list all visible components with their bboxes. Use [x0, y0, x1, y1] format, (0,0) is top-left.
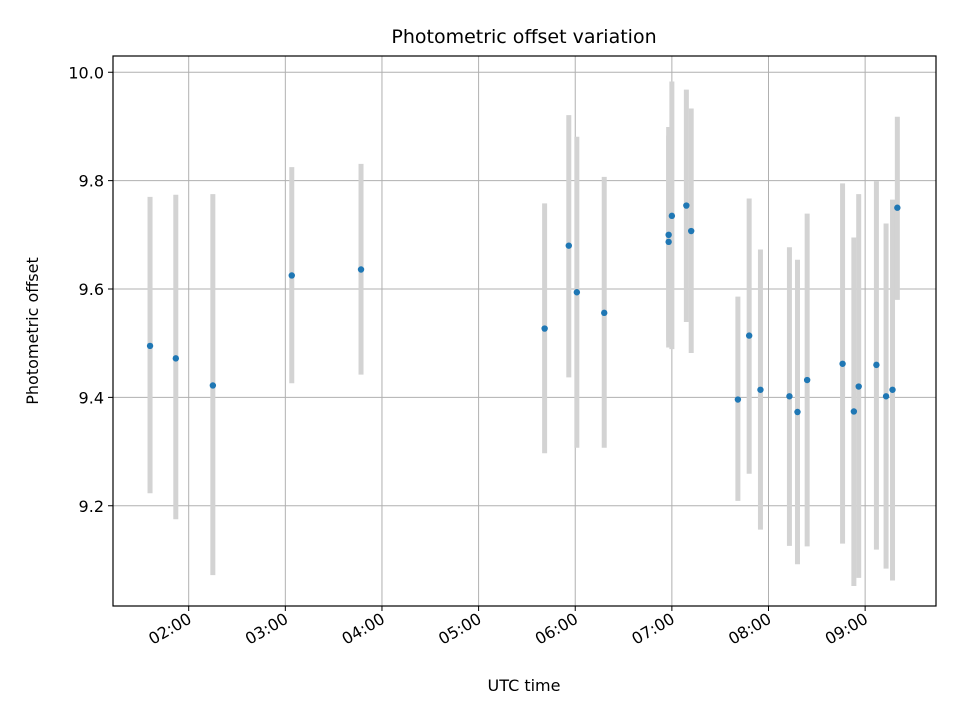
y-tick-label: 10.0 [68, 63, 104, 82]
data-point [172, 355, 180, 362]
data-point [573, 289, 581, 296]
data-point [803, 376, 811, 384]
y-axis-label: Photometric offset [23, 257, 42, 405]
data-point [794, 408, 801, 416]
data-point [288, 272, 295, 279]
data-point [894, 204, 901, 211]
data-point [357, 266, 365, 273]
data-point [850, 408, 858, 415]
data-point [683, 202, 690, 209]
data-point [839, 360, 846, 367]
data-point [668, 212, 676, 220]
data-point [734, 396, 742, 403]
data-points [146, 202, 901, 416]
data-point [786, 393, 793, 400]
y-axis-ticks: 9.2 9.4 9.6 9.8 10.0 [68, 63, 113, 516]
x-axis-label: UTC time [488, 676, 561, 695]
y-tick-label: 9.8 [79, 172, 104, 191]
plot-frame [112, 55, 937, 607]
data-point [565, 242, 572, 249]
y-tick-label: 9.2 [79, 497, 104, 516]
data-point [541, 325, 548, 332]
data-point [601, 309, 608, 317]
data-point [882, 393, 890, 400]
data-point [873, 361, 880, 369]
data-point [745, 332, 753, 339]
data-point [855, 383, 862, 390]
y-tick-label: 9.6 [79, 280, 104, 299]
data-point [757, 386, 764, 393]
data-point [665, 231, 672, 239]
data-point [209, 382, 217, 389]
data-point [146, 342, 154, 350]
chart-title: Photometric offset variation [391, 26, 656, 48]
data-point [687, 227, 695, 235]
data-point [665, 238, 672, 246]
y-tick-label: 9.4 [79, 388, 104, 407]
data-point [889, 386, 896, 393]
